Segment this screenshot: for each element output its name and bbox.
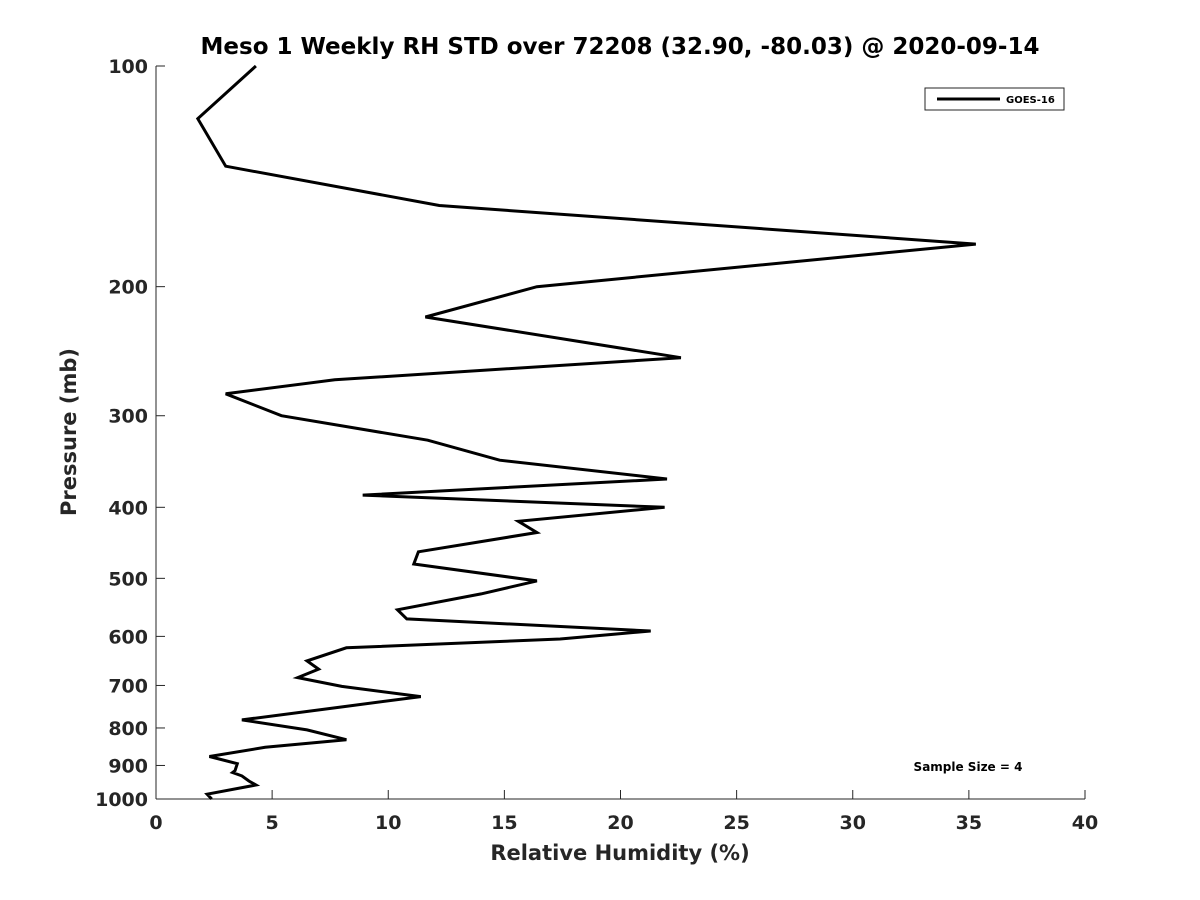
y-tick-label-200: 200 bbox=[108, 277, 148, 299]
series-line-goes-16 bbox=[195, 64, 976, 801]
y-tick-label-600: 600 bbox=[108, 626, 148, 648]
x-tick-label-5: 5 bbox=[266, 812, 279, 834]
x-tick-label-0: 0 bbox=[149, 812, 162, 834]
x-tick-label-25: 25 bbox=[723, 812, 749, 834]
y-axis-label: Pressure (mb) bbox=[57, 348, 81, 516]
x-tick-label-20: 20 bbox=[607, 812, 633, 834]
y-tick-label-100: 100 bbox=[108, 56, 148, 78]
y-tick-label-500: 500 bbox=[108, 568, 148, 590]
sample-size-annotation: Sample Size = 4 bbox=[914, 760, 1023, 774]
legend: GOES-16 bbox=[924, 87, 1065, 111]
x-axis-label: Relative Humidity (%) bbox=[490, 841, 749, 865]
y-ticks: 100 200 300 400 500 600 700 800 900 1000 bbox=[95, 56, 165, 811]
x-tick-label-30: 30 bbox=[840, 812, 866, 834]
x-ticks: 0 5 10 15 20 25 30 35 40 bbox=[149, 790, 1098, 834]
y-tick-label-800: 800 bbox=[108, 718, 148, 740]
x-tick-label-10: 10 bbox=[375, 812, 401, 834]
x-tick-label-15: 15 bbox=[491, 812, 517, 834]
y-tick-label-700: 700 bbox=[108, 675, 148, 697]
y-tick-label-300: 300 bbox=[108, 406, 148, 428]
x-tick-label-35: 35 bbox=[956, 812, 982, 834]
chart-title: Meso 1 Weekly RH STD over 72208 (32.90, … bbox=[201, 34, 1040, 60]
y-tick-label-1000: 1000 bbox=[95, 789, 148, 811]
y-tick-label-900: 900 bbox=[108, 755, 148, 777]
series-layer bbox=[195, 64, 976, 801]
y-tick-label-400: 400 bbox=[108, 497, 148, 519]
legend-label-goes-16: GOES-16 bbox=[1006, 95, 1055, 106]
x-tick-label-40: 40 bbox=[1072, 812, 1098, 834]
